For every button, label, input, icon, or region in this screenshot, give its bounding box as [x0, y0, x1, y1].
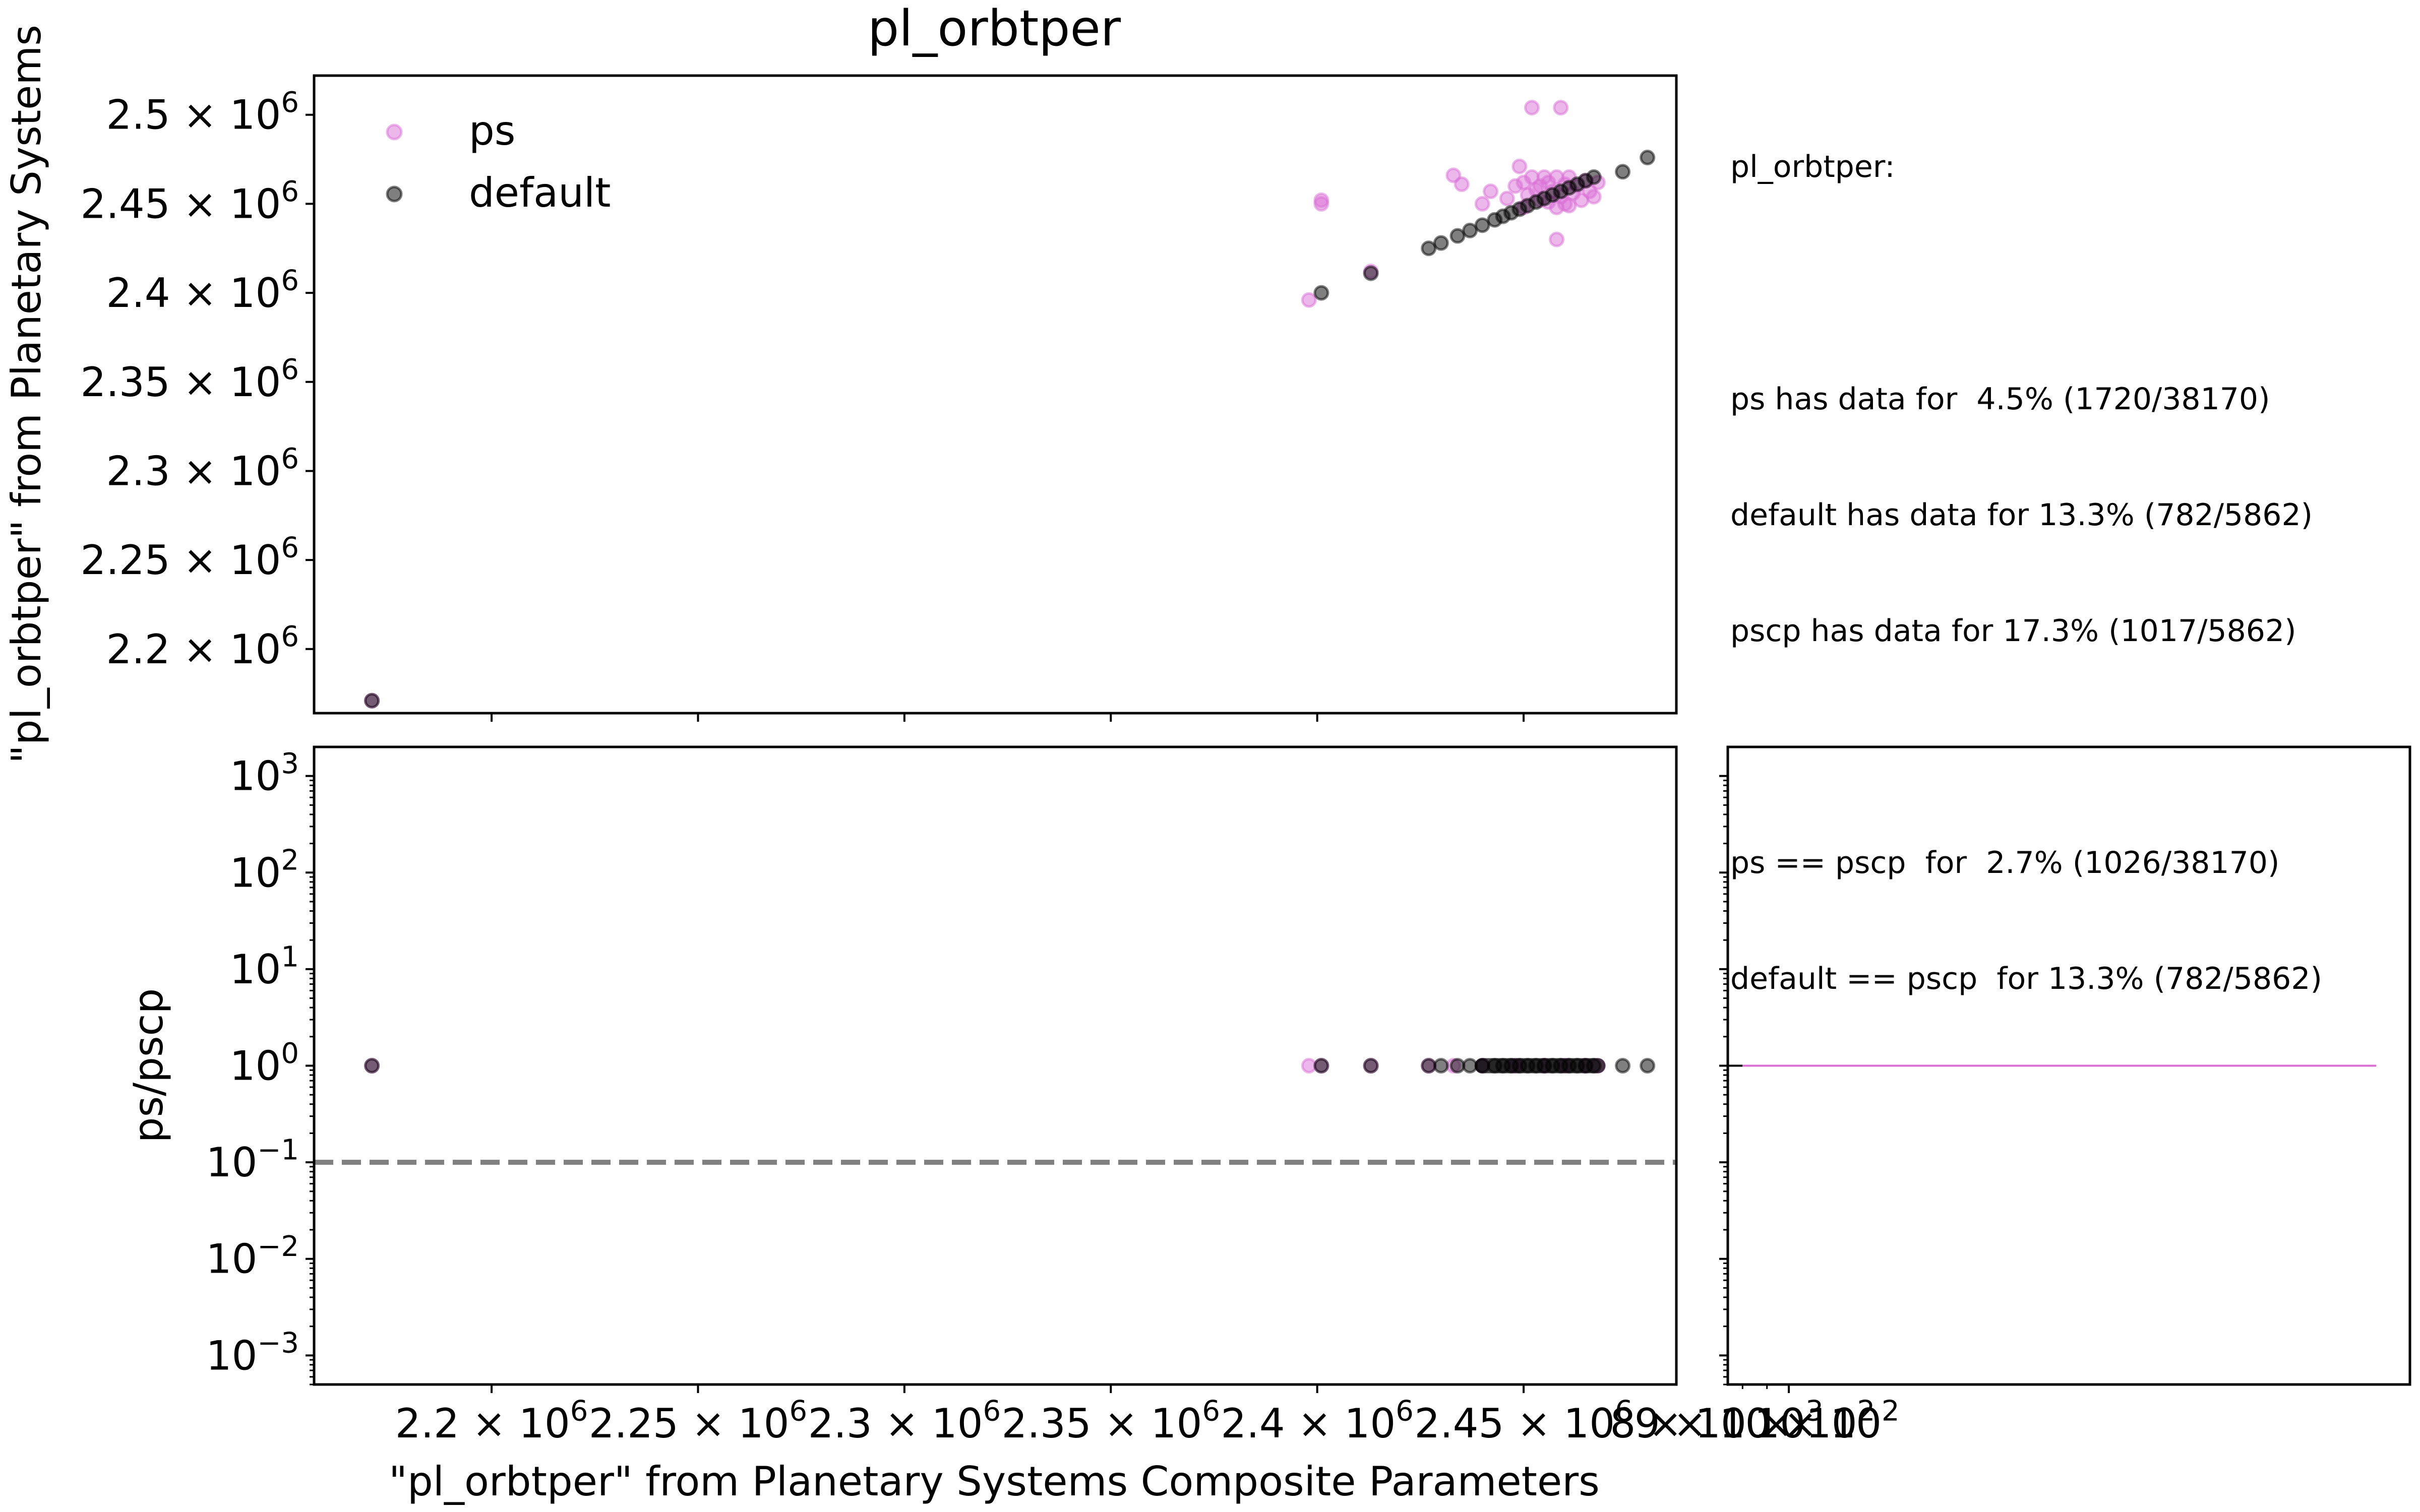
bottom-right-y-ticks — [1719, 775, 1728, 1385]
x-axis-label: "pl_orbtper" from Planetary Systems Comp… — [389, 1458, 1600, 1505]
data-point-ps — [1499, 191, 1515, 207]
x-tick-label: 2.45 × 106 — [1414, 1395, 1632, 1447]
bottom-left-y-ticks: 10−3 10−2 10−1 100 101 102 103 — [206, 747, 314, 1385]
top-plot-frame — [313, 74, 1678, 715]
ratio-point-default — [1313, 1058, 1329, 1074]
x-tick-label: 2.4 × 106 — [1221, 1395, 1414, 1447]
top-y-axis-label: "pl_orbtper" from Planetary Systems — [3, 25, 50, 764]
data-point-default — [364, 692, 380, 709]
data-point-default — [1421, 240, 1437, 257]
stats-line: default == pscp for 13.3% (782/5862) — [1730, 961, 2322, 997]
data-point-default — [1586, 169, 1602, 185]
legend-label-default: default — [469, 169, 611, 216]
x-tick-label: 2.2 × 106 — [395, 1395, 588, 1447]
data-point-ps — [1454, 176, 1470, 193]
stats-line: ps has data for 4.5% (1720/38170) — [1730, 381, 2270, 417]
y-tick-label: 2.25 × 106 — [81, 532, 299, 584]
bottom-y-axis-label: ps/pscp — [125, 988, 172, 1143]
legend: ps default — [386, 107, 611, 216]
top-y-ticks: 2.2 × 106 2.25 × 106 2.3 × 106 2.35 × 106 2.… — [81, 86, 314, 673]
stats-text-block: pl_orbtper: ps has data for 4.5% (1720/3… — [1730, 71, 2401, 1037]
x-tick-label: 2.35 × 106 — [1002, 1395, 1220, 1447]
legend-marker-default — [386, 185, 403, 203]
data-point-ps — [1524, 100, 1540, 116]
data-point-default — [1474, 217, 1490, 233]
y-tick-label: 102 — [230, 844, 299, 897]
ratio-scatter-points — [364, 1058, 1656, 1074]
ratio-point-default — [1363, 1058, 1379, 1074]
data-point-ps — [1483, 183, 1499, 200]
data-point-ps — [1549, 231, 1565, 247]
data-point-default — [1313, 285, 1329, 301]
data-point-ps — [1561, 198, 1577, 214]
data-point-default — [1433, 235, 1449, 251]
y-tick-label: 101 — [230, 940, 299, 993]
x-tick-label: 2.3 × 106 — [808, 1395, 1001, 1447]
y-tick-label: 10−3 — [206, 1327, 299, 1379]
data-point-ps — [1586, 188, 1602, 205]
ratio-point-default — [1433, 1058, 1449, 1074]
x-tick-label: 9 × 10 × 102 — [1635, 1395, 1900, 1447]
data-point-default — [1640, 150, 1656, 166]
data-point-ps — [1313, 196, 1329, 212]
x-tick-label: 103 — [1754, 1395, 1823, 1447]
bottom-left-panel: 10−3 10−2 10−1 100 101 102 103 2.2 × 106 2.25 ×… — [125, 745, 1678, 1505]
top-scatter-points — [364, 100, 1656, 709]
ratio-point-default — [364, 1058, 380, 1074]
y-tick-label: 2.35 × 106 — [81, 353, 299, 406]
y-tick-label: 2.3 × 106 — [106, 443, 299, 495]
ratio-point-default — [1615, 1058, 1631, 1074]
y-tick-label: 2.45 × 106 — [81, 175, 299, 228]
stats-line — [1730, 728, 2401, 767]
data-point-ps — [1553, 100, 1569, 116]
data-point-default — [1363, 265, 1379, 281]
y-tick-label: 2.2 × 106 — [106, 620, 299, 673]
data-point-ps — [1301, 292, 1317, 308]
y-tick-label: 2.4 × 106 — [106, 264, 299, 317]
stats-line: default has data for 13.3% (782/5862) — [1730, 497, 2313, 533]
y-tick-label: 103 — [230, 747, 299, 800]
data-point-default — [1462, 222, 1478, 238]
ratio-point-default — [1640, 1058, 1656, 1074]
legend-marker-ps — [386, 123, 403, 141]
x-tick-label: 2.25 × 106 — [589, 1395, 807, 1447]
data-point-default — [1615, 164, 1631, 180]
data-point-ps — [1511, 158, 1528, 174]
top-x-ticks — [491, 713, 1525, 722]
x-tick-label: 8 × 10 × 102 — [1610, 1395, 1875, 1447]
stats-line: pl_orbtper: — [1730, 149, 1895, 185]
stats-line — [1730, 264, 2401, 303]
stats-line: pscp has data for 17.3% (1017/5862) — [1730, 613, 2296, 649]
legend-label-ps: ps — [469, 107, 515, 154]
data-point-default — [1449, 228, 1466, 244]
y-tick-label: 100 — [230, 1037, 299, 1090]
y-tick-label: 2.5 × 106 — [106, 86, 299, 139]
bottom-left-x-ticks: 2.2 × 106 2.25 × 106 2.3 × 106 2.35 × 106 2.… — [395, 1384, 1633, 1447]
top-panel: 2.2 × 106 2.25 × 106 2.3 × 106 2.35 × 106 2.… — [3, 25, 1678, 764]
y-tick-label: 10−2 — [206, 1230, 299, 1283]
y-tick-label: 10−1 — [206, 1134, 299, 1186]
chart-title: pl_orbtper — [868, 0, 1121, 57]
data-point-ps — [1474, 196, 1490, 212]
stats-line: ps == pscp for 2.7% (1026/38170) — [1730, 845, 2280, 880]
